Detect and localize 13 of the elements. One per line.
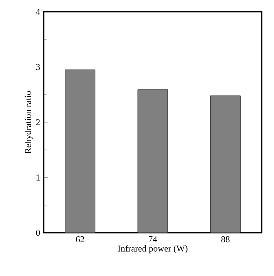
- x-tick-label: 62: [76, 236, 84, 243]
- x-tick-label: 88: [222, 236, 230, 243]
- x-tick-label: 74: [149, 236, 158, 242]
- y-tick-label: 4: [36, 9, 40, 15]
- y-tick-label: 0: [36, 230, 40, 236]
- bar: [138, 90, 168, 233]
- x-axis-title: Infrared power (W): [118, 245, 188, 254]
- bar: [210, 96, 241, 233]
- y-tick-label: 2: [36, 120, 40, 126]
- bar: [65, 70, 96, 233]
- y-tick-label: 3: [36, 64, 40, 70]
- y-axis-title: Rehydration ratio: [24, 91, 34, 154]
- y-tick-label: 1: [36, 174, 40, 181]
